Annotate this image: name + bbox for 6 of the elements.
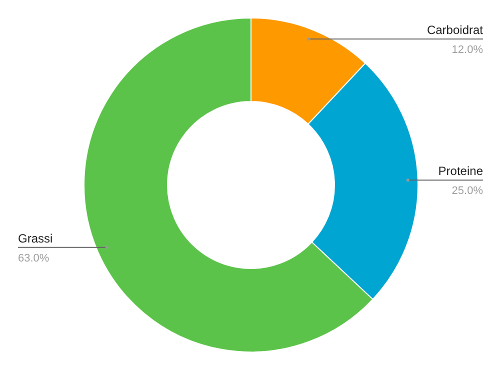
slice-label: Proteine (438, 164, 484, 178)
data-label: 63.0% (18, 252, 50, 264)
slice-label: Grassi (18, 231, 53, 246)
slice-label: Carboidrat (426, 23, 484, 38)
data-label: 25.0% (452, 185, 484, 198)
data-label: 12.0% (452, 44, 484, 56)
